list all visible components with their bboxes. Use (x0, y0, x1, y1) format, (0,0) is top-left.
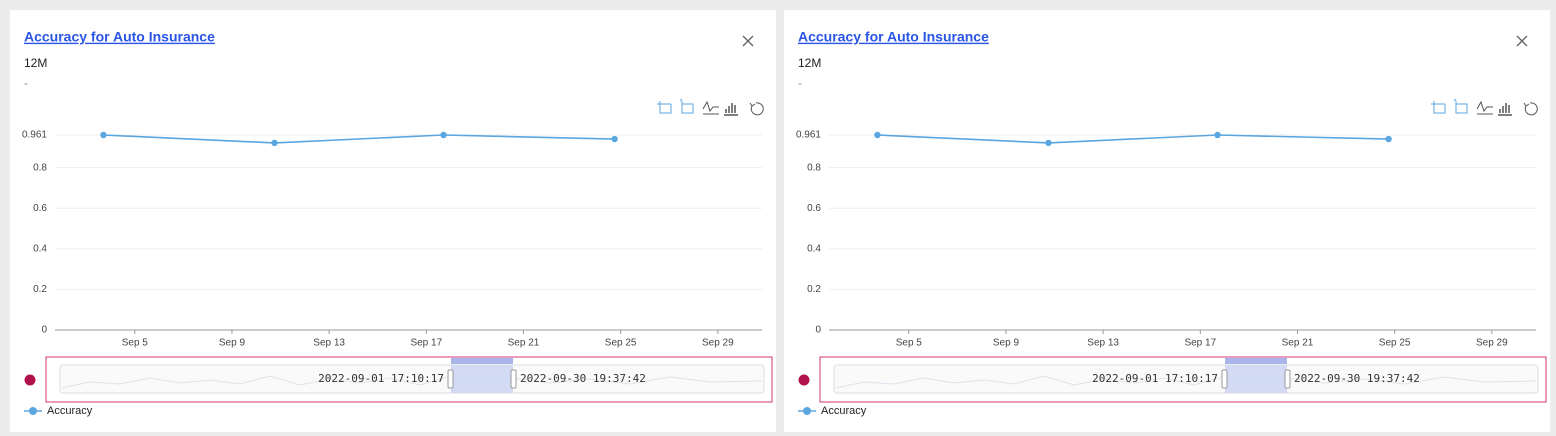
y-tick-label: 0.4 (807, 243, 821, 254)
slider-track (833, 364, 1539, 394)
x-tick-label: Sep 25 (1379, 338, 1411, 349)
slider-window (1225, 365, 1287, 393)
line-icon[interactable] (1476, 100, 1493, 115)
slider-bar[interactable] (451, 358, 513, 364)
bar-icon[interactable] (724, 103, 738, 116)
zoom-reset-icon[interactable] (1453, 98, 1468, 114)
point (1214, 131, 1221, 139)
legend-marker (29, 407, 37, 415)
x-tick-label: Sep 13 (1087, 338, 1119, 349)
x-tick-label: Sep 13 (313, 338, 345, 349)
y-tick-label: 0.4 (33, 243, 47, 254)
y-tick-label: 0.8 (33, 162, 47, 173)
x-tick-label: Sep 29 (1476, 338, 1508, 349)
subtitle: 12M (798, 56, 821, 70)
slider-sparkline (61, 375, 763, 389)
x-tick-label: Sep 21 (1282, 338, 1314, 349)
slider-handle[interactable] (1284, 369, 1291, 389)
x-tick-label: Sep 17 (1184, 338, 1216, 349)
panel: Accuracy for Auto Insurance 12M - 0 0.2 0.4 0.… (10, 10, 776, 432)
slider-handle[interactable] (447, 369, 454, 389)
chart-title[interactable]: Accuracy for Auto Insurance (24, 29, 215, 45)
x-tick-label: Sep 17 (410, 338, 442, 349)
slider-end-label: 2022-09-30 19:37:42 (520, 372, 646, 385)
point (1045, 139, 1052, 147)
slider-start-label: 2022-09-01 17:10:17 (1092, 372, 1218, 385)
slider-handle[interactable] (1221, 369, 1228, 389)
zoom-icon[interactable] (657, 101, 672, 114)
slider-end-label: 2022-09-30 19:37:42 (1294, 372, 1420, 385)
x-tick-label: Sep 9 (219, 338, 246, 349)
x-tick-label: Sep 5 (122, 338, 149, 349)
slider-frame (45, 356, 773, 403)
x-tick-label: Sep 29 (702, 338, 734, 349)
y-tick-label: 0 (815, 325, 821, 336)
close-button[interactable] (742, 35, 754, 47)
restore-icon[interactable] (1523, 102, 1538, 116)
info-icon (798, 374, 810, 386)
y-tick-label: 0.6 (807, 203, 821, 214)
slider-sparkline (835, 375, 1537, 389)
slider-window (451, 365, 513, 393)
x-tick-label: Sep 9 (993, 338, 1020, 349)
line (877, 134, 1389, 144)
x-tick-label: Sep 25 (605, 338, 637, 349)
chart-title[interactable]: Accuracy for Auto Insurance (798, 29, 989, 45)
slider-start-label: 2022-09-01 17:10:17 (318, 372, 444, 385)
caption: - (24, 76, 28, 90)
point (100, 131, 107, 139)
y-tick-label: 0.8 (807, 162, 821, 173)
y-tick-label: 0.6 (33, 203, 47, 214)
y-tick-label: 0.2 (807, 284, 821, 295)
legend-label[interactable]: Accuracy (47, 405, 93, 417)
slider-frame (819, 356, 1547, 403)
y-tick-label: 0.2 (33, 284, 47, 295)
subtitle: 12M (24, 56, 47, 70)
panel: Accuracy for Auto Insurance 12M - 0 0.2 0.4 0.… (784, 10, 1550, 432)
bar-icon[interactable] (1498, 103, 1512, 116)
info-icon (24, 374, 36, 386)
caption: - (798, 76, 802, 90)
slider-track (59, 364, 765, 394)
slider-bar[interactable] (1225, 358, 1287, 364)
chart: Accuracy for Auto Insurance 12M - 0 0.2 0.4 0.… (22, 29, 773, 417)
y-tick-label: 0 (41, 325, 47, 336)
y-tick-label: 0.961 (22, 130, 47, 141)
slider-handle[interactable] (510, 369, 517, 389)
y-tick-label: 0.961 (796, 130, 821, 141)
restore-icon[interactable] (749, 102, 764, 116)
point (1385, 135, 1392, 143)
x-tick-label: Sep 21 (508, 338, 540, 349)
chart: Accuracy for Auto Insurance 12M - 0 0.2 0.4 0.… (796, 29, 1547, 417)
point (611, 135, 618, 143)
point (271, 139, 278, 147)
point (440, 131, 447, 139)
line (103, 134, 615, 144)
zoom-icon[interactable] (1431, 101, 1446, 114)
line-icon[interactable] (702, 100, 719, 115)
legend-marker (803, 407, 811, 415)
point (874, 131, 881, 139)
close-button[interactable] (1516, 35, 1528, 47)
x-tick-label: Sep 5 (896, 338, 923, 349)
zoom-reset-icon[interactable] (679, 98, 694, 114)
legend-label[interactable]: Accuracy (821, 405, 867, 417)
